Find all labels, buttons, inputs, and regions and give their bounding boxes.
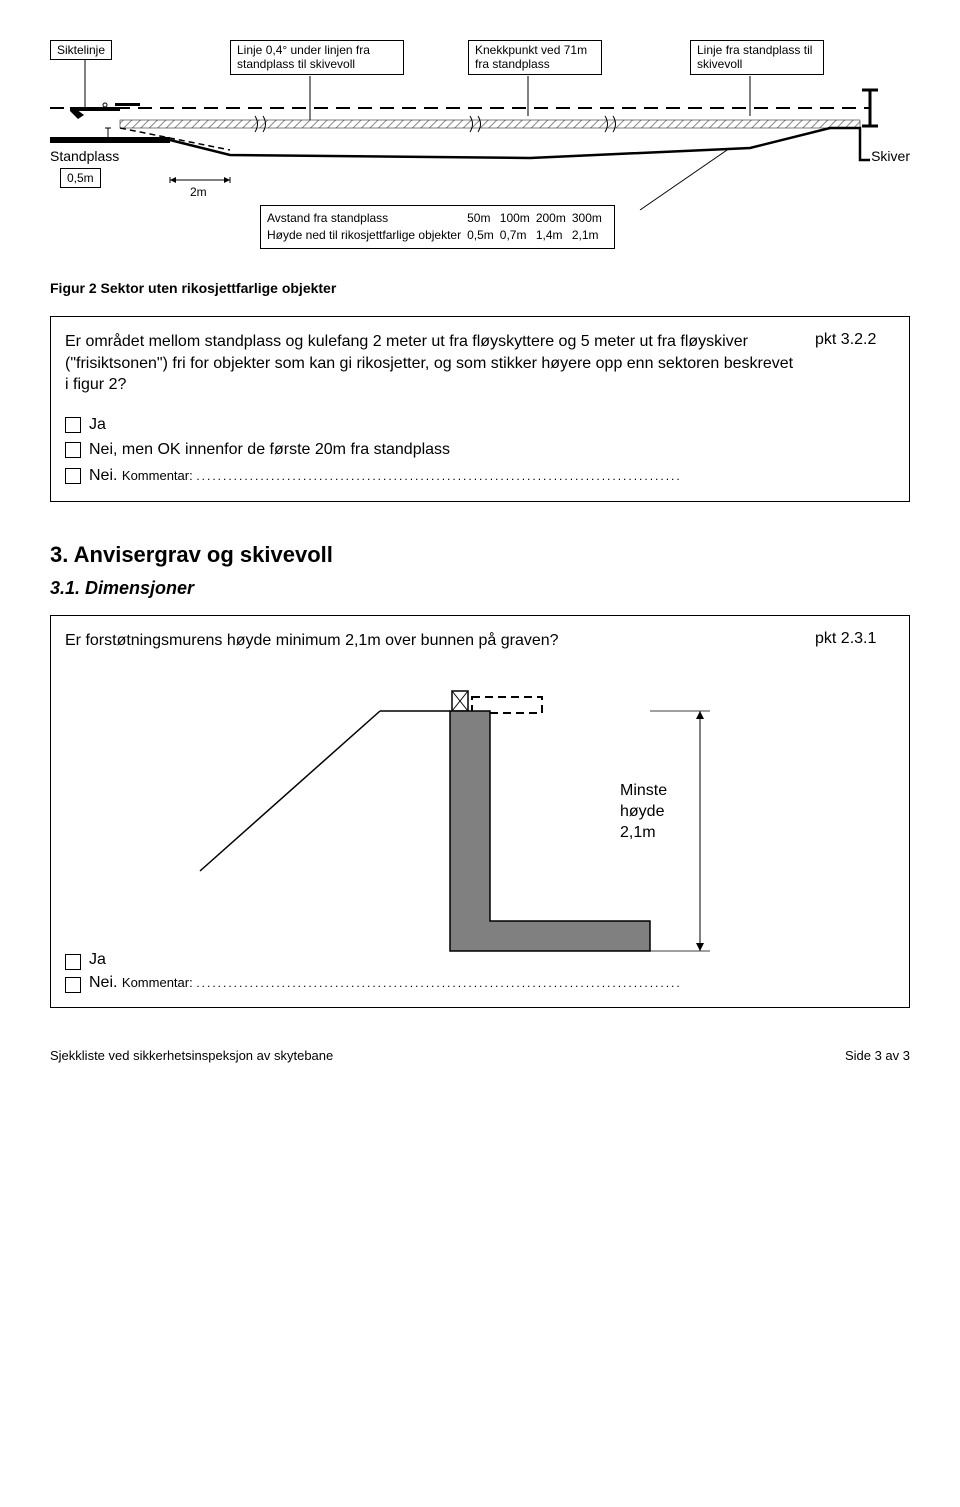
tbl-r2c5: 2,1m <box>572 227 608 244</box>
tbl-r2c2: 0,5m <box>467 227 500 244</box>
q1-pkt: pkt 3.2.2 <box>815 331 895 491</box>
q2-check-nei[interactable] <box>65 977 81 993</box>
q1-opt2: Nei, men OK innenfor de første 20m fra s… <box>89 439 450 461</box>
tbl-r2c1: Høyde ned til rikosjettfarlige objekter <box>267 227 467 244</box>
question-box-1: Er området mellom standplass og kulefang… <box>50 316 910 502</box>
tbl-r1c1: Avstand fra standplass <box>267 210 467 227</box>
tbl-r1c3: 100m <box>500 210 536 227</box>
footer-right: Side 3 av 3 <box>845 1048 910 1063</box>
section-3-title: 3. Anvisergrav og skivevoll <box>50 542 910 568</box>
figure-caption: Figur 2 Sektor uten rikosjettfarlige obj… <box>50 280 910 296</box>
question-box-2: Er forstøtningsmurens høyde minimum 2,1m… <box>50 615 910 1009</box>
q1-opt1: Ja <box>89 414 106 436</box>
tbl-r2c4: 1,4m <box>536 227 572 244</box>
tbl-r1c4: 200m <box>536 210 572 227</box>
q1-check-nei[interactable] <box>65 468 81 484</box>
q1-check-nei-ok[interactable] <box>65 442 81 458</box>
minste-hoyde-label: Minste høyde 2,1m <box>620 781 700 843</box>
tbl-r1c5: 300m <box>572 210 608 227</box>
label-2m: 2m <box>190 185 207 199</box>
wall-diagram: Minste høyde 2,1m <box>180 671 780 971</box>
q2-pkt: pkt 2.3.1 <box>815 630 895 652</box>
q1-text: Er området mellom standplass og kulefang… <box>65 331 795 396</box>
label-standplass: Standplass <box>50 148 119 164</box>
section-3-1-title: 3.1. Dimensjoner <box>50 578 910 599</box>
footer-left: Sjekkliste ved sikkerhetsinspeksjon av s… <box>50 1048 333 1063</box>
q1-opt3: Nei. Kommentar: ........................… <box>89 465 682 487</box>
q2-text: Er forstøtningsmurens høyde minimum 2,1m… <box>65 630 795 652</box>
q2-opt2: Nei. Kommentar: ........................… <box>89 974 682 992</box>
q2-check-ja[interactable] <box>65 954 81 970</box>
q2-opt1: Ja <box>89 951 106 969</box>
tbl-r1c2: 50m <box>467 210 500 227</box>
label-skiver: Skiver <box>871 148 910 164</box>
sector-diagram: Siktelinje Linje 0,4° under linjen fra s… <box>50 40 910 260</box>
q1-check-ja[interactable] <box>65 417 81 433</box>
tbl-r2c3: 0,7m <box>500 227 536 244</box>
page-footer: Sjekkliste ved sikkerhetsinspeksjon av s… <box>50 1048 910 1063</box>
distance-table: Avstand fra standplass 50m 100m 200m 300… <box>260 205 615 249</box>
label-05m: 0,5m <box>60 168 101 188</box>
